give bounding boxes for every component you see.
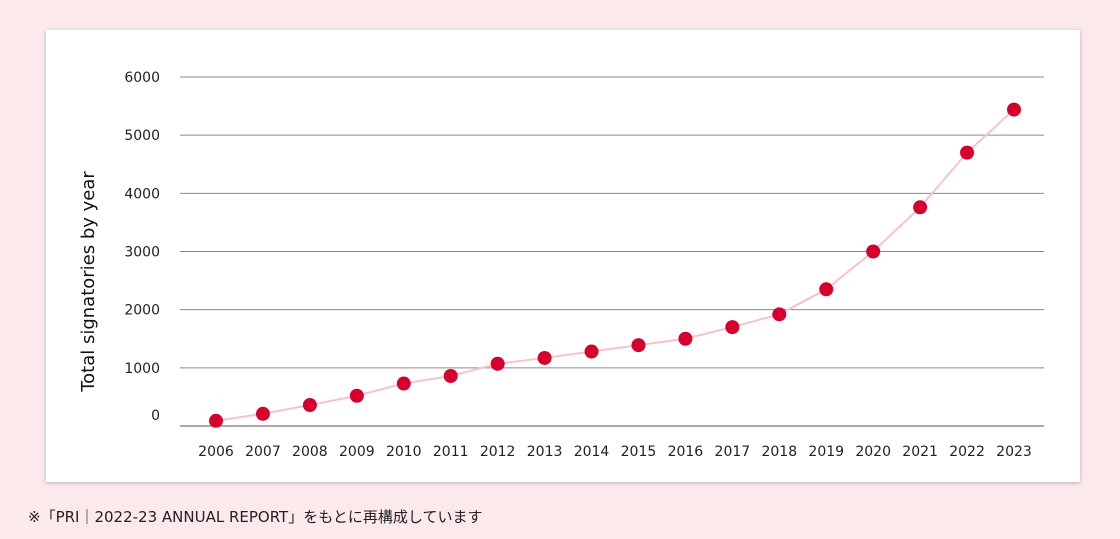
data-point-2021 <box>913 200 928 215</box>
series-line-layer <box>215 108 1015 422</box>
x-tick-label: 2014 <box>574 444 610 460</box>
data-point-2015 <box>631 338 646 353</box>
x-tick-label: 2013 <box>527 444 563 460</box>
y-tick-label: 3000 <box>124 245 160 261</box>
data-point-2014 <box>584 344 599 359</box>
y-tick-label: 6000 <box>124 70 160 86</box>
y-tick-label: 5000 <box>124 128 160 144</box>
data-point-2016 <box>678 331 693 346</box>
gridlines <box>180 76 1044 427</box>
data-point-2012 <box>490 356 505 371</box>
x-tick-label: 2023 <box>996 444 1032 460</box>
x-tick-label: 2018 <box>761 444 797 460</box>
data-point-2017 <box>725 320 740 335</box>
data-point-2013 <box>537 350 552 365</box>
data-point-2011 <box>443 368 458 383</box>
data-point-2006 <box>209 413 223 428</box>
x-tick-label: 2017 <box>715 444 751 460</box>
data-point-2007 <box>255 406 270 421</box>
y-tick-label: 2000 <box>124 303 160 319</box>
x-tick-label: 2020 <box>855 444 891 460</box>
x-tick-label: 2012 <box>480 444 516 460</box>
y-tick-labels: 0 1000 2000 3000 4000 5000 6000 <box>124 70 160 424</box>
source-footnote: ※「PRI｜2022-23 ANNUAL REPORT」をもとに再構成しています <box>28 508 483 526</box>
data-point-2020 <box>866 244 881 259</box>
data-point-2018 <box>772 307 787 322</box>
data-point-2010 <box>396 376 411 391</box>
data-point-2008 <box>302 398 317 413</box>
data-point-2009 <box>349 388 364 403</box>
y-axis-title: Total signatories by year <box>78 171 99 393</box>
data-points <box>209 102 1021 428</box>
y-tick-label: 1000 <box>124 361 160 377</box>
x-tick-label: 2011 <box>433 444 469 460</box>
x-tick-label: 2010 <box>386 444 422 460</box>
y-tick-label: 4000 <box>124 186 160 202</box>
chart-card: 0 1000 2000 3000 4000 5000 6000 2006 2007 2008 20… <box>46 30 1080 482</box>
x-tick-labels: 2006 2007 2008 2009 2010 2011 2012 2013 2014 2015… <box>198 444 1032 460</box>
x-tick-label: 2006 <box>198 444 234 460</box>
x-tick-label: 2007 <box>245 444 281 460</box>
x-tick-label: 2009 <box>339 444 375 460</box>
data-point-2019 <box>819 282 834 297</box>
y-tick-label: 0 <box>151 408 160 424</box>
data-point-2022 <box>960 145 975 160</box>
x-tick-label: 2015 <box>621 444 657 460</box>
x-tick-label: 2016 <box>668 444 704 460</box>
x-tick-label: 2019 <box>808 444 844 460</box>
x-tick-label: 2022 <box>949 444 985 460</box>
data-point-2023 <box>1007 102 1021 117</box>
x-tick-label: 2008 <box>292 444 328 460</box>
series-line <box>215 108 1015 422</box>
x-tick-label: 2021 <box>902 444 938 460</box>
